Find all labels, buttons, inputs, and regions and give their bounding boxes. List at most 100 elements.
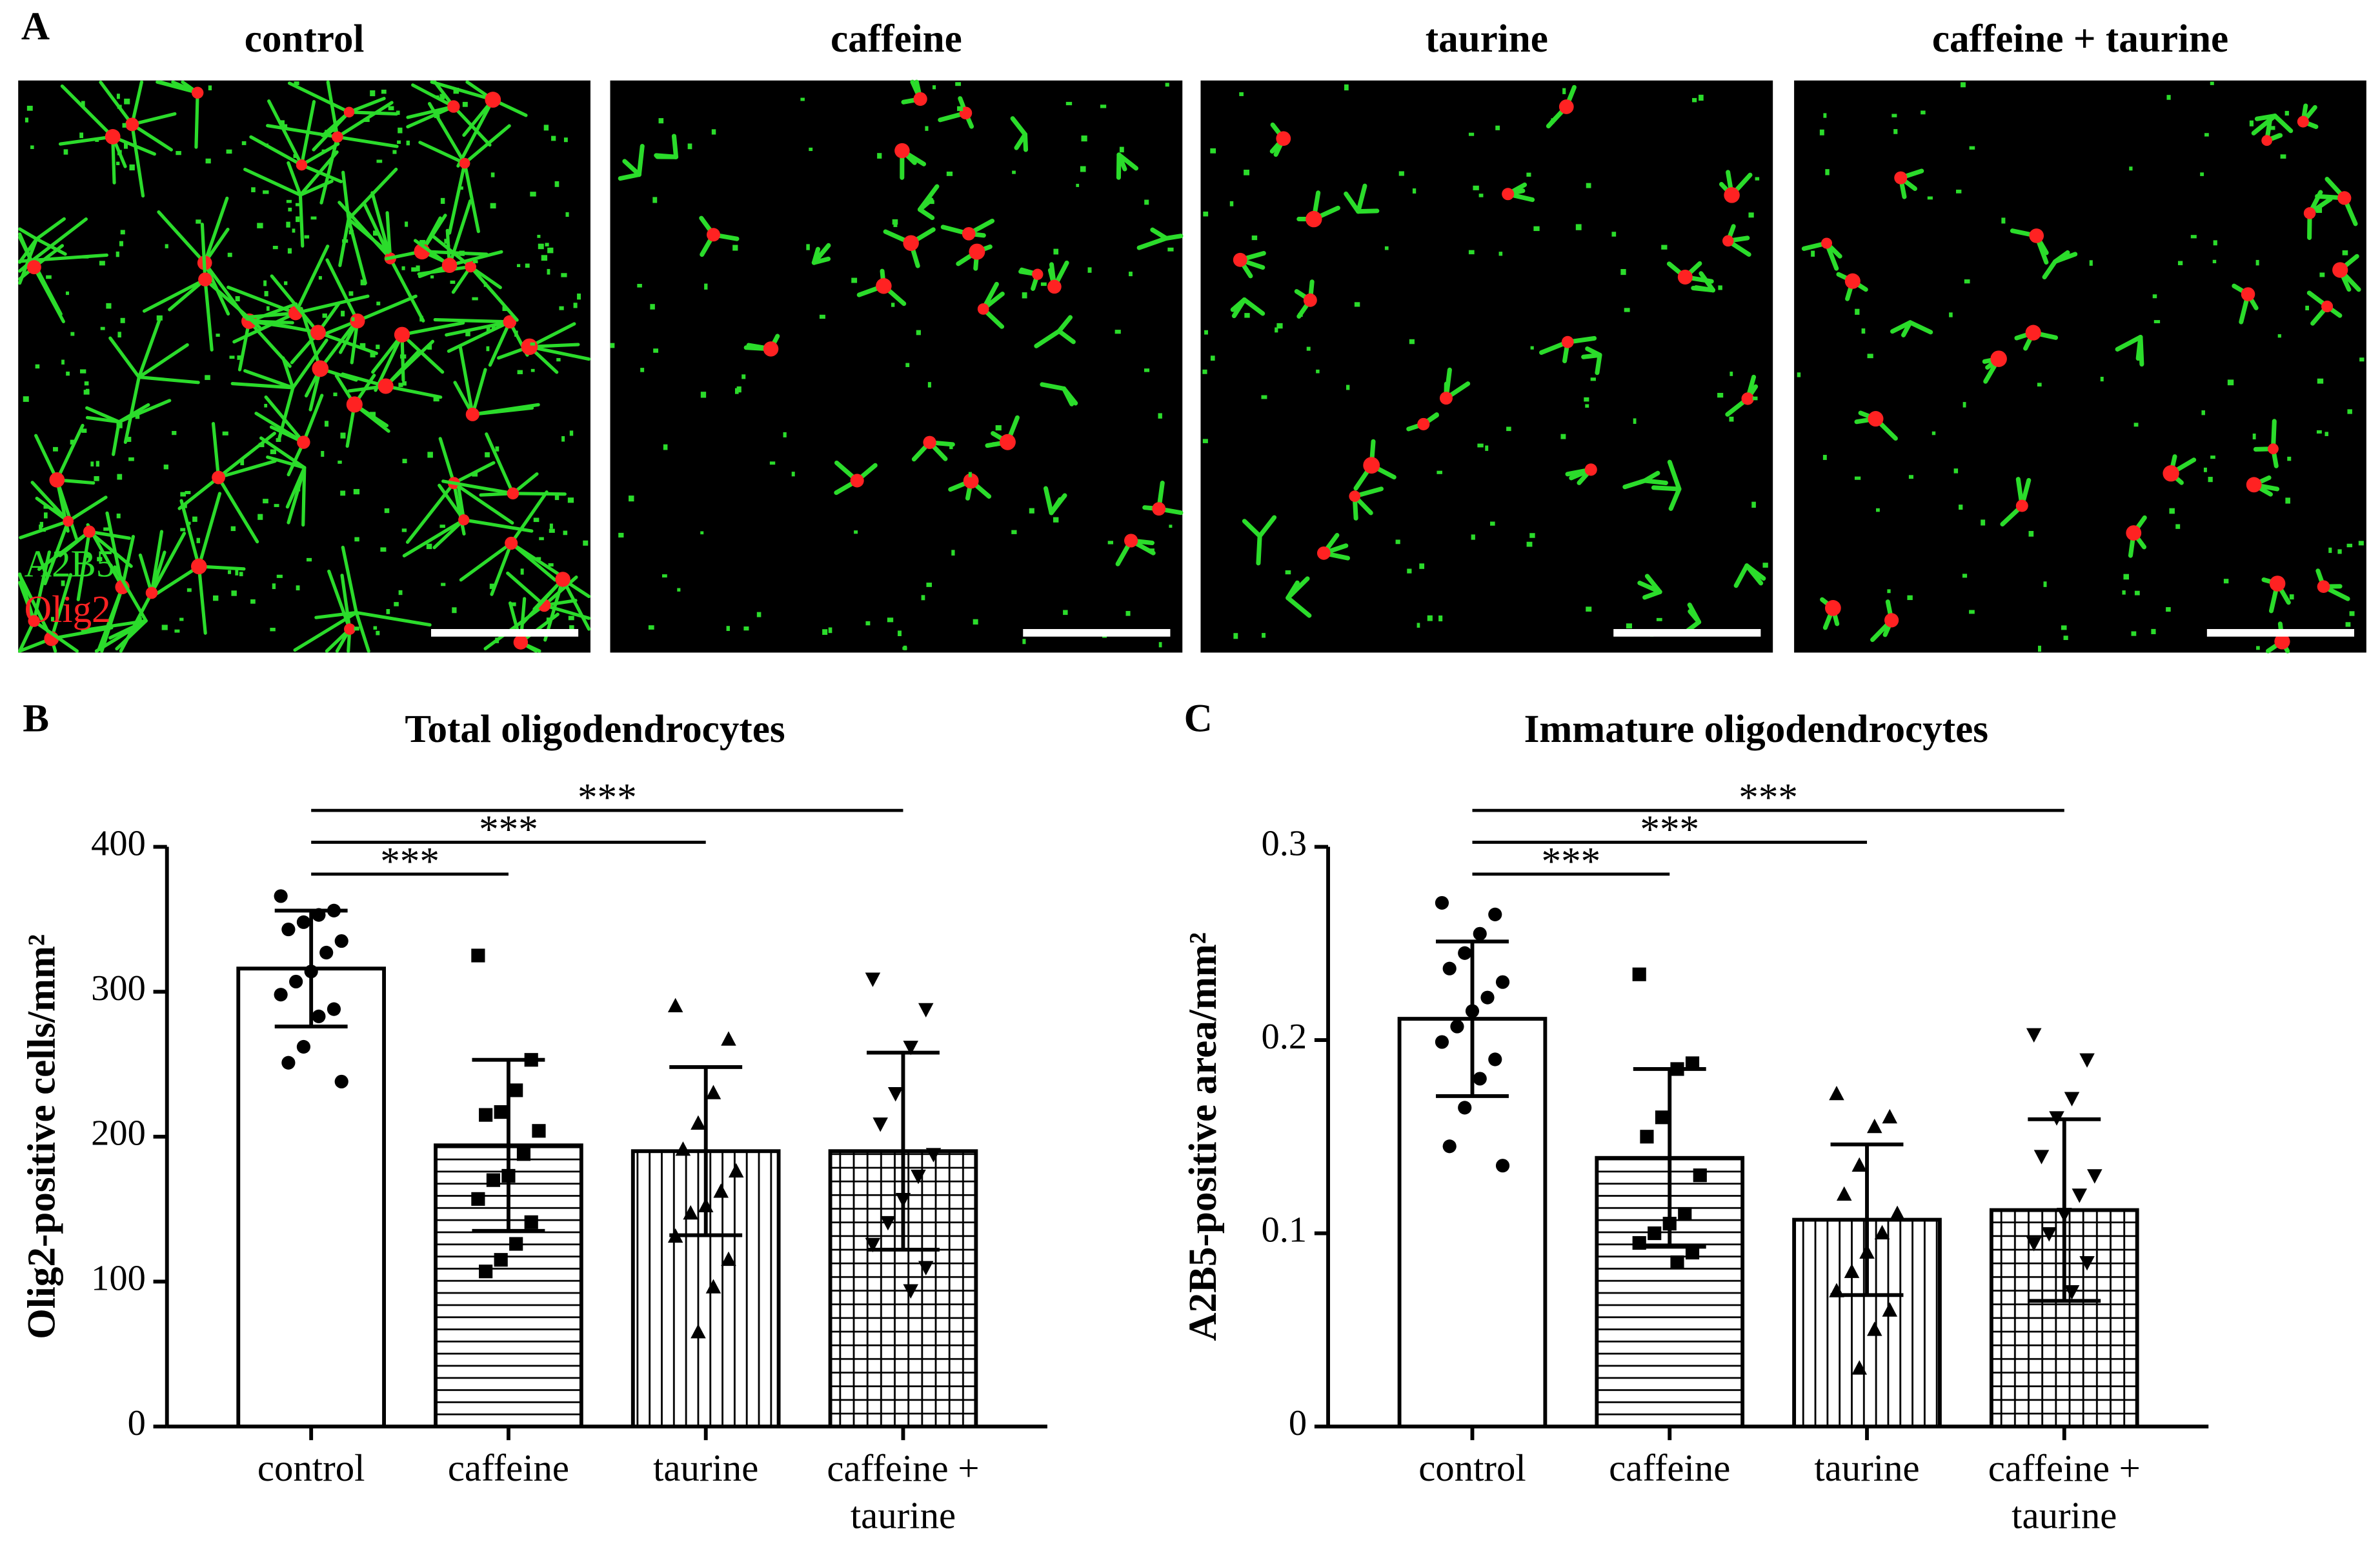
speck: [1699, 94, 1704, 101]
data-point: [281, 1056, 296, 1070]
speck: [1797, 372, 1801, 377]
speck: [376, 630, 380, 635]
process: [194, 91, 199, 149]
speck: [1533, 226, 1540, 232]
image-title: caffeine: [831, 17, 962, 61]
chart-title: Total oligodendrocytes: [405, 708, 785, 751]
y-tick-label: 0.2: [1262, 1017, 1307, 1057]
speck: [1011, 530, 1017, 534]
speck: [2328, 547, 2332, 554]
speck: [1316, 369, 1320, 374]
nucleus: [1821, 237, 1833, 249]
speck: [1611, 232, 1617, 237]
speck: [1229, 201, 1234, 206]
speck: [156, 315, 163, 321]
speck: [1344, 84, 1349, 91]
data-point: [721, 1031, 736, 1046]
nucleus: [2126, 525, 2142, 541]
speck: [539, 537, 544, 541]
speck: [117, 474, 123, 480]
data-point: [1495, 975, 1510, 989]
process: [1688, 609, 1702, 625]
speck: [533, 517, 540, 523]
speck: [100, 326, 105, 330]
process: [230, 381, 295, 390]
speck: [1012, 170, 1016, 174]
speck: [90, 461, 94, 466]
speck: [116, 514, 121, 519]
speck: [405, 221, 408, 227]
process: [50, 626, 114, 641]
speck: [877, 153, 882, 159]
process: [97, 585, 125, 651]
process: [123, 375, 141, 444]
data-point: [691, 1115, 706, 1130]
nucleus: [2321, 300, 2334, 313]
y-tick-label: 0.1: [1262, 1210, 1307, 1250]
speck: [276, 574, 283, 578]
process: [488, 320, 512, 367]
data-point: [1882, 1302, 1898, 1317]
speck: [1964, 279, 1970, 284]
speck: [1275, 327, 1278, 333]
speck: [1927, 196, 1933, 200]
significance-label: ***: [479, 808, 538, 851]
process: [156, 80, 199, 95]
process: [384, 350, 420, 388]
speck: [341, 310, 345, 317]
speck: [2100, 376, 2104, 382]
nucleus: [145, 586, 158, 599]
speck: [1751, 501, 1756, 508]
speck: [462, 101, 468, 107]
speck: [1040, 282, 1047, 286]
process: [150, 530, 164, 595]
process: [1286, 576, 1310, 601]
speck: [1149, 548, 1155, 553]
speck: [2285, 497, 2290, 504]
speck: [310, 216, 317, 220]
speck: [370, 352, 376, 357]
nucleus: [1741, 392, 1754, 405]
process: [203, 196, 229, 265]
speck: [52, 508, 57, 512]
speck: [1891, 114, 1897, 117]
speck: [332, 128, 337, 132]
data-point: [509, 1083, 523, 1097]
nucleus: [707, 228, 721, 242]
nucleus: [350, 313, 365, 329]
speck: [2210, 81, 2214, 85]
nucleus: [913, 92, 927, 106]
speck: [530, 342, 536, 346]
speck: [226, 149, 232, 154]
data-point: [2026, 1237, 2042, 1252]
speck: [559, 306, 564, 310]
process: [130, 112, 177, 126]
error-bar: [274, 908, 348, 1029]
nucleus: [2029, 228, 2044, 243]
speck: [340, 490, 346, 496]
speck: [2289, 594, 2294, 600]
speck: [266, 306, 270, 311]
error-bar: [1633, 1067, 1706, 1249]
data-point: [1450, 1019, 1464, 1034]
speck: [116, 94, 120, 99]
speck: [2175, 524, 2181, 529]
speck: [486, 346, 490, 352]
speck: [2255, 259, 2259, 266]
speck: [2349, 611, 2355, 616]
process: [243, 167, 303, 197]
speck: [743, 626, 749, 631]
speck: [1526, 172, 1531, 177]
speck: [1585, 404, 1589, 408]
process: [247, 302, 298, 323]
process: [917, 184, 940, 212]
data-point: [524, 1215, 538, 1229]
speck: [2319, 272, 2325, 277]
speck: [1407, 568, 1412, 574]
speck: [1656, 617, 1662, 621]
speck: [452, 607, 457, 614]
speck: [359, 343, 366, 349]
process: [452, 481, 466, 536]
nucleus: [465, 407, 479, 421]
process: [463, 161, 480, 234]
